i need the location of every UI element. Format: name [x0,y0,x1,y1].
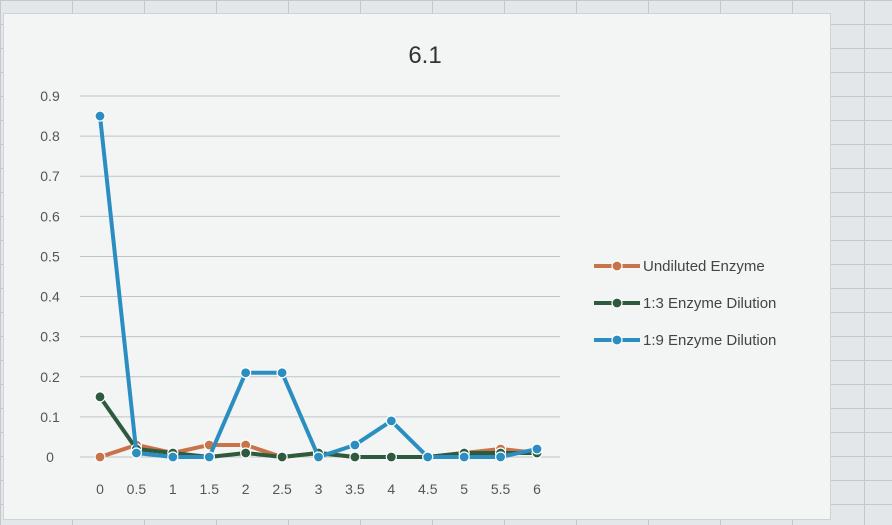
legend-marker [611,334,623,346]
series-line [98,115,538,459]
y-tick-label: 0.7 [40,168,60,184]
y-tick-label: 0.1 [40,409,60,425]
x-tick-label: 2 [242,481,250,497]
data-point[interactable] [276,451,288,463]
y-tick-label: 0.4 [40,289,60,305]
data-point[interactable] [494,451,507,463]
data-point[interactable] [130,447,143,459]
y-tick-label: 0 [46,449,54,465]
x-tick-label: 5 [460,481,468,497]
legend: Undiluted Enzyme 1:3 Enzyme Dilution 1:9 E… [594,258,776,349]
y-tick-label: 0.2 [40,369,60,385]
x-axis-tick-labels: 0 0.5 1 1.5 2 2.5 3 3.5 4 4.5 5 5.5 6 [96,481,541,497]
x-tick-label: 1 [169,481,177,497]
data-point[interactable] [422,451,434,463]
y-tick-label: 0.5 [40,248,60,264]
gridlines [80,95,560,458]
y-tick-label: 0.3 [40,329,60,345]
legend-entry[interactable]: 1:3 Enzyme Dilution [594,295,776,312]
data-point[interactable] [203,451,215,463]
x-tick-label: 6 [533,481,541,497]
series-3[interactable] [94,110,543,463]
legend-label: 1:9 Enzyme Dilution [643,332,776,349]
data-point[interactable] [385,415,397,427]
series-lines [94,110,543,463]
legend-entry[interactable]: Undiluted Enzyme [594,258,765,275]
x-tick-label: 1.5 [200,481,220,497]
data-point[interactable] [240,447,252,459]
data-point[interactable] [240,367,252,379]
x-tick-label: 4 [387,481,395,497]
legend-label: Undiluted Enzyme [643,258,765,275]
legend-marker [611,260,623,272]
x-tick-label: 0 [96,481,104,497]
y-tick-label: 0.9 [40,88,60,104]
data-point[interactable] [94,391,106,403]
data-point[interactable] [385,451,397,463]
chart-title: 6.1 [408,42,441,69]
x-tick-label: 3.5 [345,481,365,497]
x-tick-label: 0.5 [127,481,147,497]
chart-area[interactable] [4,14,830,519]
legend-label: 1:3 Enzyme Dilution [643,295,776,312]
data-point[interactable] [312,451,325,463]
data-point[interactable] [349,439,361,451]
data-point[interactable] [458,451,470,463]
data-point[interactable] [94,110,106,122]
x-tick-label: 2.5 [272,481,292,497]
data-point[interactable] [349,451,361,463]
y-axis-tick-labels: 0 0.1 0.2 0.3 0.4 0.5 0.6 0.7 0.8 0.9 [40,88,60,465]
legend-entry[interactable]: 1:9 Enzyme Dilution [594,332,776,349]
x-tick-label: 4.5 [418,481,438,497]
x-tick-label: 3 [315,481,323,497]
data-point[interactable] [276,367,288,379]
y-tick-label: 0.8 [40,128,60,144]
data-point[interactable] [94,451,106,463]
data-point[interactable] [531,443,543,455]
y-tick-label: 0.6 [40,208,60,224]
data-point[interactable] [167,451,179,463]
x-tick-label: 5.5 [491,481,511,497]
legend-marker [611,297,623,309]
